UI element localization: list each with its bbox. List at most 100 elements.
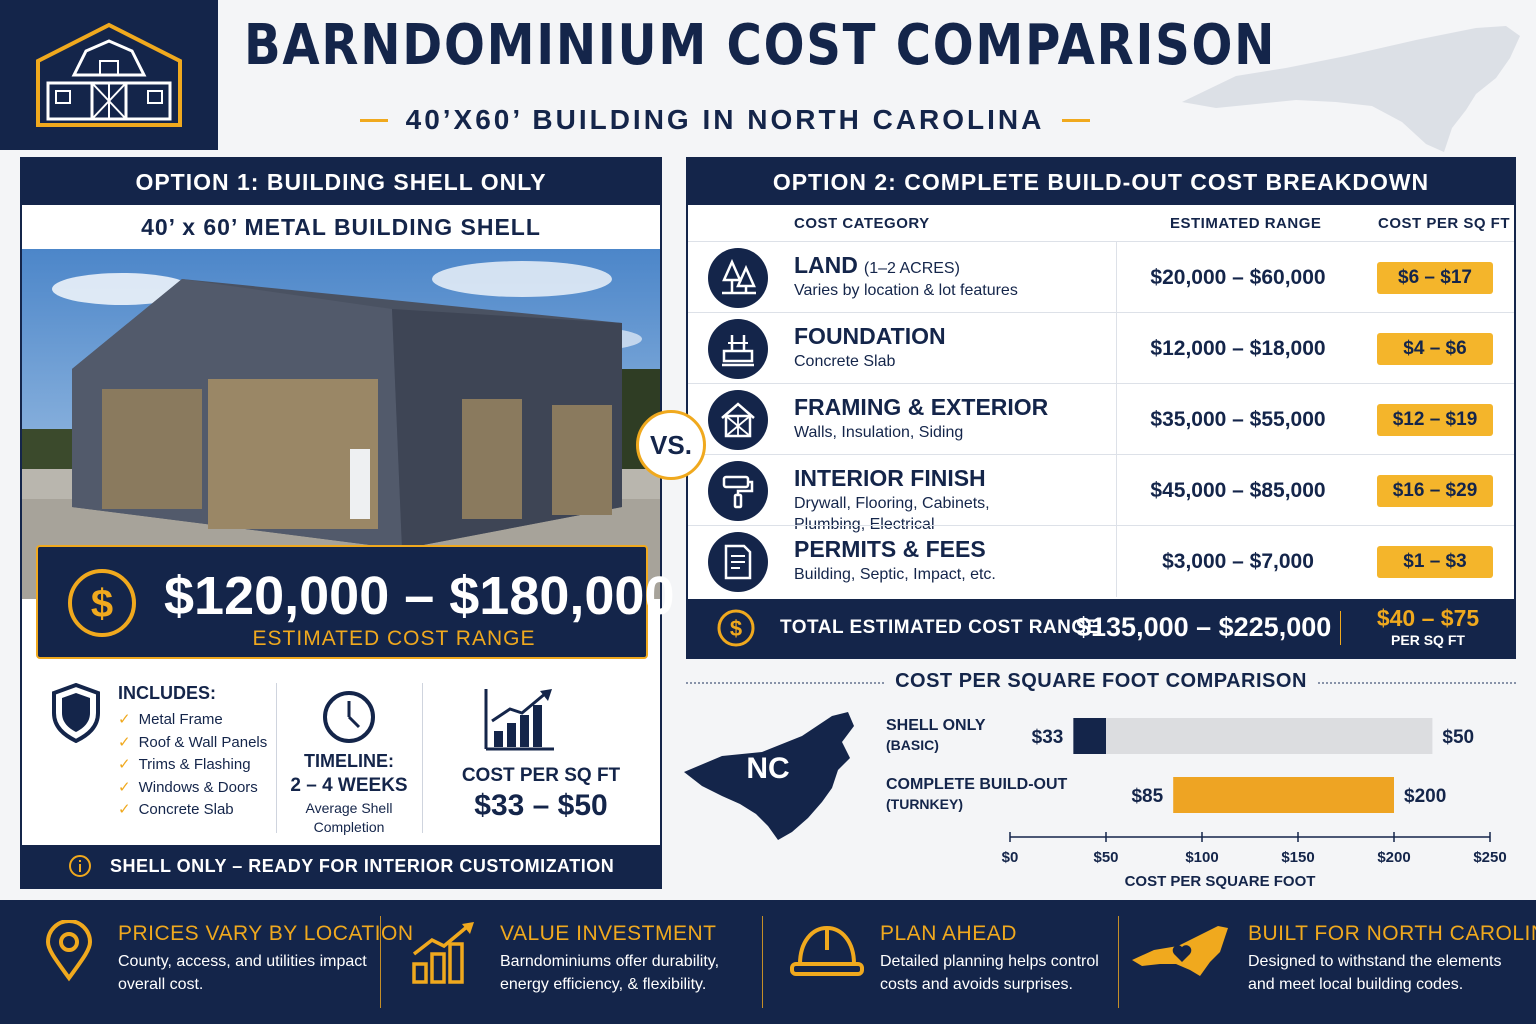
- x-tick-label: $150: [1281, 849, 1314, 866]
- timeline-value: 2 – 4 WEEKS: [290, 775, 408, 796]
- bar-label: COMPLETE BUILD-OUT: [886, 776, 1068, 793]
- bar-label: SHELL ONLY: [886, 717, 986, 734]
- info-card-text: Detailed planning helps control costs an…: [880, 953, 1099, 993]
- info-card-title: PLAN AHEAD: [880, 922, 1017, 945]
- shell-price: $120,000 – $180,000: [164, 566, 675, 626]
- x-axis-label: COST PER SQUARE FOOT: [1125, 873, 1316, 890]
- info-card-text: Barndominiums offer durability, energy e…: [500, 953, 720, 993]
- option2-panel: OPTION 2: COMPLETE BUILD-OUT COST BREAKD…: [686, 157, 1516, 659]
- list-item: ✓ Metal Frame: [118, 711, 223, 728]
- row-title: FRAMING & EXTERIOR: [794, 394, 1049, 420]
- option1-heading: OPTION 1: BUILDING SHELL ONLY: [22, 159, 660, 205]
- clock-icon: [323, 691, 375, 743]
- map-label: NC: [746, 752, 789, 785]
- house-frame-icon: [708, 390, 768, 450]
- growth-chart-icon: [412, 922, 474, 984]
- subtitle-row: 40’X60’ BUILDING IN NORTH CAROLINA: [360, 100, 1090, 140]
- bar-chart-icon: [484, 689, 554, 751]
- list-item: ✓ Concrete Slab: [118, 801, 234, 819]
- includes-list: ✓ Metal Frame ✓ Roof & Wall Panels ✓ Trims …: [118, 709, 267, 822]
- x-tick-label: $250: [1473, 849, 1506, 866]
- row-range: $3,000 – $7,000: [1162, 549, 1314, 573]
- divider: [422, 683, 423, 833]
- barn-icon: [36, 22, 182, 127]
- nc-heart-icon: [1132, 926, 1228, 976]
- row-description: Concrete Slab: [794, 353, 896, 370]
- row-description: Building, Septic, Impact, etc.: [794, 566, 996, 583]
- total-psf-unit: PER SQ FT: [1391, 632, 1465, 648]
- dollar-icon: $: [68, 569, 136, 637]
- row-psf-badge: $6 – $17: [1377, 262, 1493, 294]
- row-description: Varies by location & lot features: [794, 282, 1018, 299]
- table-row: INTERIOR FINISH Drywall, Flooring, Cabin…: [688, 454, 1514, 533]
- info-card: BUILT FOR NORTH CAROLINA Designed to wit…: [1130, 900, 1536, 1024]
- divider: [1118, 916, 1119, 1008]
- subtitle-dash-left: [360, 118, 388, 122]
- row-range: $45,000 – $85,000: [1150, 478, 1326, 502]
- hard-hat-icon: [790, 925, 864, 976]
- timeline-note: Average Shell Completion: [305, 800, 393, 835]
- trees-icon: [708, 248, 768, 308]
- divider: [1116, 526, 1117, 597]
- cost-per-sqft-value: $33 – $50: [474, 789, 608, 822]
- foundation-icon: [708, 319, 768, 379]
- total-value: $135,000 – $225,000: [1076, 612, 1332, 642]
- row-title: PERMITS & FEES: [794, 536, 986, 562]
- info-icon: [69, 855, 91, 877]
- info-card-title: VALUE INVESTMENT: [500, 922, 717, 945]
- info-card-text: County, access, and utilities impact ove…: [118, 953, 367, 993]
- divider: [380, 916, 381, 1008]
- info-card: PLAN AHEAD Detailed planning helps contr…: [790, 900, 1120, 1024]
- cost-per-sqft-title: COST PER SQ FT: [461, 765, 621, 786]
- option1-subheading: 40’ x 60’ METAL BUILDING SHELL: [141, 213, 541, 240]
- info-card-text: Designed to withstand the elements and m…: [1248, 953, 1502, 993]
- column-header: COST CATEGORY: [794, 215, 930, 232]
- bar-high-label: $50: [1442, 727, 1474, 748]
- row-title: INTERIOR FINISH: [794, 465, 986, 491]
- timeline-title: TIMELINE:: [304, 751, 394, 771]
- row-psf-badge: $16 – $29: [1377, 475, 1493, 507]
- includes-column: INCLUDES: ✓ Metal Frame ✓ Roof & Wall Pane…: [46, 679, 274, 839]
- logo: [0, 0, 218, 150]
- option1-footer: SHELL ONLY – READY FOR INTERIOR CUSTOMIZ…: [22, 845, 660, 887]
- svg-text:$: $: [91, 582, 113, 626]
- svg-text:$: $: [730, 616, 742, 641]
- page-subtitle: 40’X60’ BUILDING IN NORTH CAROLINA: [405, 104, 1045, 135]
- shell-price-box: $ $120,000 – $180,000 ESTIMATED COST RAN…: [36, 545, 675, 659]
- total-label: TOTAL ESTIMATED COST RANGE: [780, 617, 1100, 638]
- x-tick-label: $200: [1377, 849, 1410, 866]
- x-tick-label: $100: [1185, 849, 1218, 866]
- page-title: BARNDOMINIUM COST COMPARISON: [244, 13, 1277, 78]
- divider: [1116, 455, 1117, 526]
- vs-badge: VS.: [636, 410, 706, 480]
- column-header: COST PER SQ FT: [1378, 215, 1511, 232]
- row-psf-badge: $4 – $6: [1377, 333, 1493, 365]
- cost-per-sqft-column: COST PER SQ FT $33 – $50: [422, 679, 660, 839]
- info-card: VALUE INVESTMENT Barndominiums offer dur…: [410, 900, 750, 1024]
- row-description: Walls, Insulation, Siding: [794, 424, 964, 441]
- shield-icon: [52, 683, 100, 743]
- list-item: ✓ Roof & Wall Panels: [118, 733, 268, 751]
- comparison-header: COST PER SQUARE FOOT COMPARISON: [686, 668, 1516, 698]
- paint-roller-icon: [708, 461, 768, 521]
- bar-low-label: $33: [1032, 727, 1064, 748]
- column-header: ESTIMATED RANGE: [1170, 215, 1322, 232]
- table-row: FOUNDATION Concrete Slab $12,000 – $18,0…: [688, 312, 1514, 384]
- total-bar: $ TOTAL ESTIMATED COST RANGE $135,000 – …: [688, 599, 1514, 657]
- table-row: PERMITS & FEES Building, Septic, Impact,…: [688, 525, 1514, 597]
- table-row: FRAMING & EXTERIOR Walls, Insulation, Si…: [688, 383, 1514, 455]
- bar-track: [1073, 718, 1433, 754]
- document-icon: [708, 532, 768, 592]
- divider: [1340, 611, 1341, 645]
- table-row: LAND (1–2 ACRES) Varies by location & lot…: [688, 241, 1514, 313]
- location-pin-icon: [45, 920, 93, 982]
- option2-heading: OPTION 2: COMPLETE BUILD-OUT COST BREAKD…: [688, 159, 1514, 205]
- bar-sublabel: (TURNKEY): [886, 796, 963, 812]
- shell-price-label: ESTIMATED COST RANGE: [252, 627, 536, 650]
- bar: [1073, 718, 1106, 754]
- row-description: Drywall, Flooring, Cabinets, Plumbing, E…: [794, 495, 990, 533]
- row-title: FOUNDATION: [794, 323, 946, 349]
- divider: [1116, 242, 1117, 313]
- row-range: $12,000 – $18,000: [1150, 336, 1326, 360]
- divider: [1116, 384, 1117, 455]
